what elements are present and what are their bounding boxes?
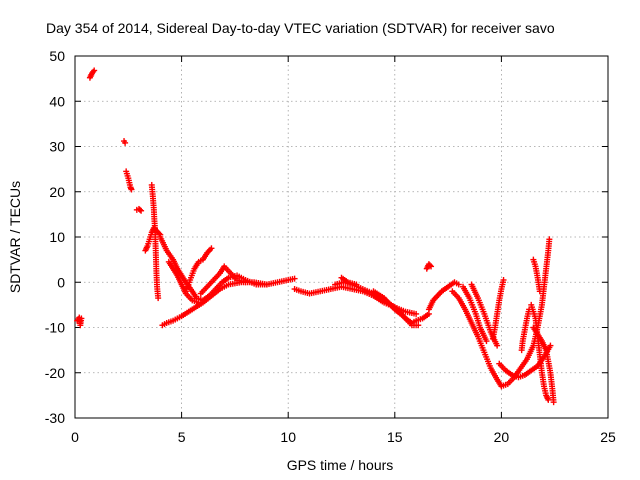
data-point xyxy=(428,263,435,270)
x-axis-tick-labels: 0 5 10 15 20 25 xyxy=(71,429,616,445)
data-point xyxy=(138,207,145,214)
x-tick-label: 5 xyxy=(178,429,186,445)
data-point xyxy=(494,342,501,349)
data-point xyxy=(78,315,85,322)
data-point xyxy=(518,347,525,354)
data-point xyxy=(546,236,553,243)
y-axis-tick-labels: -30 -20 -10 0 10 20 30 40 50 xyxy=(45,48,65,426)
data-point xyxy=(91,67,98,74)
data-point xyxy=(545,396,552,403)
data-point xyxy=(547,342,554,349)
data-point xyxy=(122,139,129,146)
data-point xyxy=(128,186,135,193)
x-tick-label: 0 xyxy=(71,429,79,445)
data-point xyxy=(415,322,422,329)
x-tick-label: 25 xyxy=(600,429,616,445)
y-axis-label: SDTVAR / TECUs xyxy=(7,181,23,293)
chart-title: Day 354 of 2014, Sidereal Day-to-day VTE… xyxy=(46,20,555,36)
y-tick-label: -30 xyxy=(45,410,65,426)
data-point xyxy=(263,281,270,288)
y-tick-label: 0 xyxy=(57,274,65,290)
y-tick-label: 50 xyxy=(49,48,65,64)
data-point xyxy=(353,281,360,288)
y-tick-label: 20 xyxy=(49,184,65,200)
y-tick-label: 30 xyxy=(49,139,65,155)
x-tick-label: 20 xyxy=(494,429,510,445)
data-point xyxy=(536,288,543,295)
y-tick-label: 10 xyxy=(49,229,65,245)
x-tick-label: 10 xyxy=(280,429,296,445)
y-tick-label: -10 xyxy=(45,320,65,336)
data-point xyxy=(156,230,163,237)
data-point xyxy=(550,399,557,406)
y-tick-label: -20 xyxy=(45,365,65,381)
data-point xyxy=(291,275,298,282)
data-point xyxy=(413,310,420,317)
data-point xyxy=(137,206,144,213)
x-tick-label: 15 xyxy=(387,429,403,445)
data-point xyxy=(483,338,490,345)
data-point xyxy=(155,295,162,302)
x-axis-label: GPS time / hours xyxy=(287,457,394,473)
data-point xyxy=(208,245,215,252)
data-point xyxy=(426,262,433,269)
data-point xyxy=(242,279,249,286)
data-point xyxy=(500,276,507,283)
y-tick-label: 40 xyxy=(49,93,65,109)
data-point xyxy=(455,281,462,288)
data-point xyxy=(195,299,202,306)
data-points xyxy=(74,67,557,406)
